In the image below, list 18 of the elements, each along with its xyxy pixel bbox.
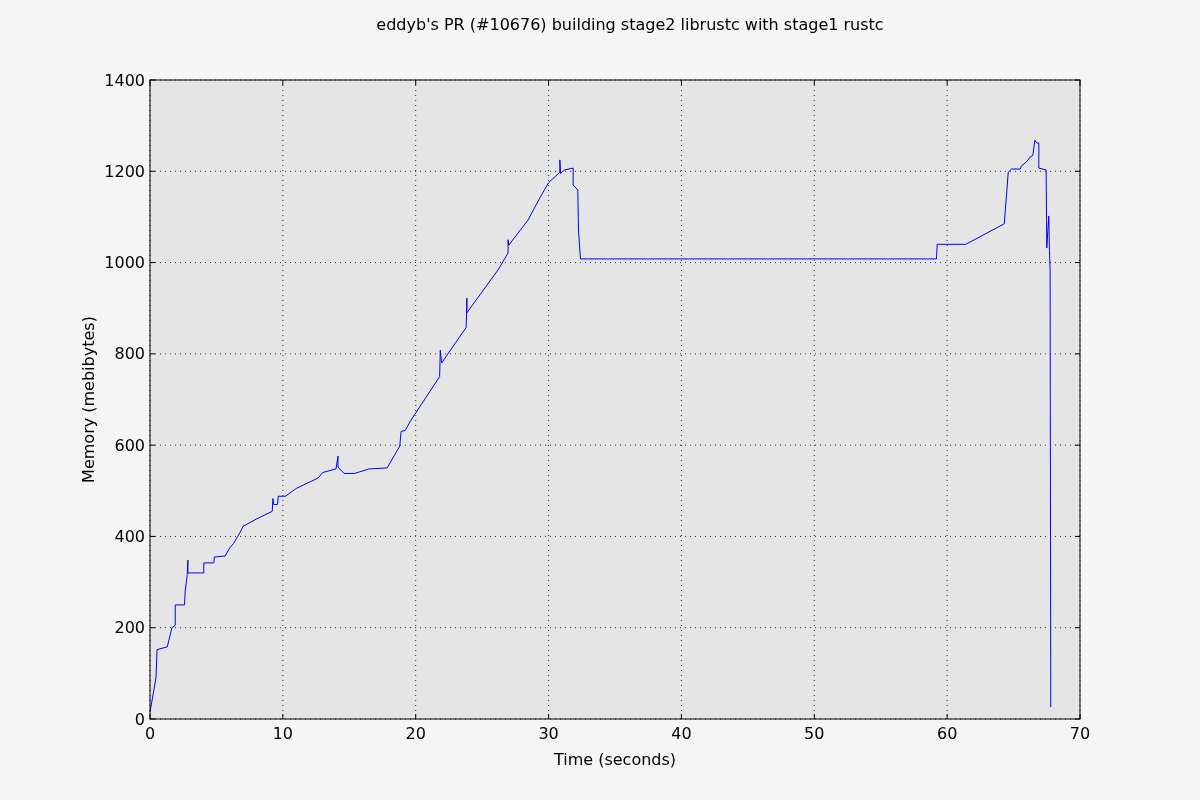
y-axis-title: Memory (mebibytes) bbox=[79, 316, 98, 483]
y-tick-label: 400 bbox=[114, 527, 145, 547]
chart-title: eddyb's PR (#10676) building stage2 librustc with stage1 rustc bbox=[376, 15, 884, 34]
y-tick-label: 1000 bbox=[104, 253, 145, 273]
x-tick-label: 30 bbox=[538, 724, 559, 743]
x-tick-label: 40 bbox=[671, 724, 692, 743]
x-tick-label: 70 bbox=[1069, 724, 1091, 743]
x-axis-title: Time (seconds) bbox=[552, 750, 677, 769]
y-tick-label: 800 bbox=[114, 344, 145, 364]
y-tick-label: 200 bbox=[114, 618, 145, 638]
x-tick-label: 20 bbox=[405, 724, 426, 743]
x-tick-label: 10 bbox=[272, 724, 294, 743]
y-tick-label: 600 bbox=[114, 435, 145, 455]
y-tick-label: 0 bbox=[134, 709, 145, 729]
x-tick-label: 50 bbox=[804, 724, 825, 743]
y-tick-label: 1200 bbox=[104, 161, 145, 181]
x-tick-label: 60 bbox=[936, 724, 958, 743]
y-tick-label: 1400 bbox=[104, 70, 145, 90]
